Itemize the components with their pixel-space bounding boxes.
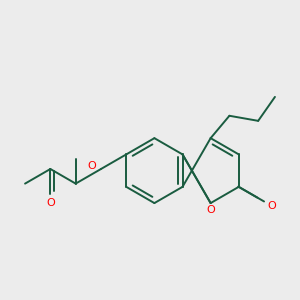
- Text: O: O: [46, 198, 55, 208]
- Text: O: O: [88, 161, 97, 171]
- Text: O: O: [206, 205, 215, 215]
- Text: O: O: [268, 201, 277, 211]
